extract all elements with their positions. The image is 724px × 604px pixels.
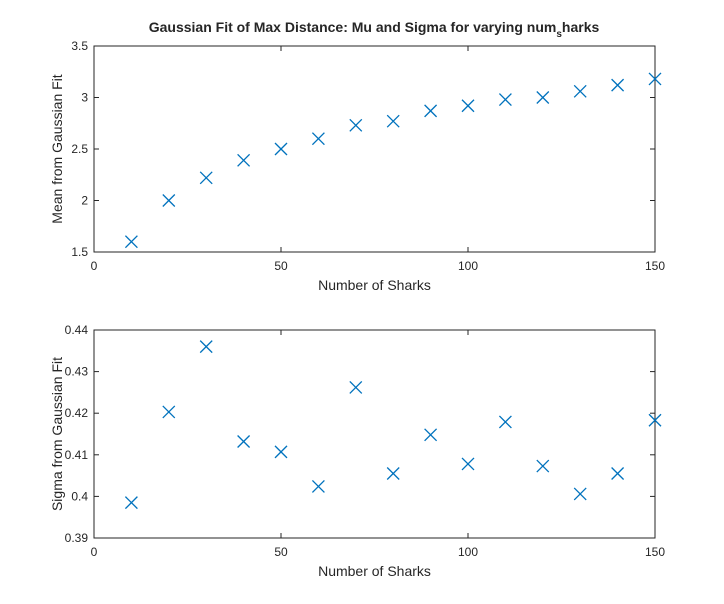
mean-x-axis-label: Number of Sharks: [318, 277, 431, 293]
mean-x-tick-label: 0: [91, 259, 98, 273]
sigma-data-point: [162, 405, 176, 419]
mean-data-point: [386, 114, 400, 128]
chart-title-main: Gaussian Fit of Max Distance: Mu and Sig…: [149, 19, 557, 35]
sigma-data-point: [461, 457, 475, 471]
mean-y-axis-label: Mean from Gaussian Fit: [49, 74, 65, 223]
sigma-data-point: [648, 413, 662, 427]
mean-y-tick-label: 2: [81, 194, 88, 208]
sigma-y-tick-label: 0.41: [65, 448, 89, 462]
chart-title: Gaussian Fit of Max Distance: Mu and Sig…: [149, 19, 600, 40]
sigma-data-point: [199, 340, 213, 354]
mean-y-tick-label: 3.5: [71, 39, 88, 53]
mean-plot: 0 50 100 150 1.5 2 2.5 3 3.5 Number of Sharks Mean…: [49, 39, 665, 293]
sigma-y-tick-label: 0.44: [65, 323, 89, 337]
sigma-data-point: [611, 467, 625, 480]
sigma-x-axis-label: Number of Sharks: [318, 563, 431, 579]
sigma-x-tick-label: 0: [91, 545, 98, 559]
sigma-data-point: [311, 479, 325, 493]
chart-title-suffix: harks: [562, 19, 600, 35]
mean-x-tick-label: 150: [645, 259, 665, 273]
sigma-data-point: [237, 435, 251, 448]
sigma-data-point: [274, 445, 288, 459]
mean-y-tick-label: 2.5: [71, 142, 88, 156]
mean-y-tick-label: 3: [81, 91, 88, 105]
sigma-x-tick-label: 50: [274, 545, 288, 559]
sigma-data-point: [424, 428, 438, 442]
sigma-data-point: [349, 380, 363, 394]
chart-title-subscript: s: [556, 29, 562, 40]
mean-data-point: [611, 78, 625, 92]
sigma-y-tick-label: 0.39: [65, 531, 89, 545]
mean-y-tick-label: 1.5: [71, 245, 88, 259]
mean-data-point: [162, 194, 176, 207]
sigma-data-point: [124, 496, 138, 510]
mean-data-point: [311, 132, 325, 146]
mean-data-point: [648, 72, 662, 86]
mean-data-point: [498, 93, 512, 107]
mean-data-point: [461, 99, 475, 113]
sigma-data-point: [386, 467, 400, 480]
sigma-y-tick-label: 0.42: [65, 406, 89, 420]
sigma-y-tick-label: 0.4: [71, 489, 88, 503]
mean-data-point: [274, 142, 288, 156]
mean-data-point: [424, 104, 438, 118]
mean-x-tick-label: 100: [458, 259, 478, 273]
mean-data-point: [349, 118, 363, 132]
mean-data-point: [237, 153, 251, 167]
mean-data-point: [573, 84, 587, 98]
mean-data-point: [536, 91, 550, 104]
sigma-axes-box: [93, 329, 656, 539]
mean-x-tick-label: 50: [274, 259, 288, 273]
sigma-x-tick-label: 100: [458, 545, 478, 559]
mean-data-point: [199, 171, 213, 185]
sigma-data-point: [498, 415, 512, 429]
sigma-y-axis-label: Sigma from Gaussian Fit: [49, 357, 65, 511]
mean-data-point: [124, 235, 138, 249]
sigma-x-tick-label: 150: [645, 545, 665, 559]
sigma-plot: 0 50 100 150 0.39 0.4 0.41 0.42 0.43 0.44 Number o…: [49, 323, 665, 579]
sigma-data-point: [536, 459, 550, 473]
sigma-data-point: [573, 487, 587, 501]
sigma-y-tick-label: 0.43: [65, 365, 89, 379]
